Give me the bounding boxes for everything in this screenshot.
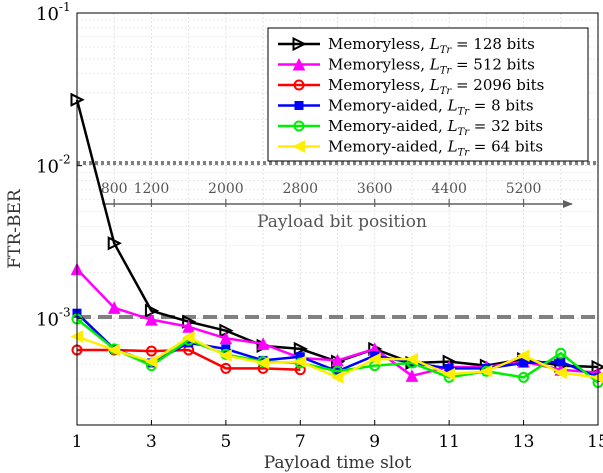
legend-entry: Memory-aided, LTr = 64 bits xyxy=(278,138,543,159)
data-point xyxy=(479,364,493,378)
legend-label: Memory-aided, LTr = 32 bits xyxy=(328,117,543,138)
data-point xyxy=(405,369,419,382)
data-point xyxy=(293,79,305,91)
legend-label: Memoryless, LTr = 2096 bits xyxy=(328,76,544,97)
data-point xyxy=(219,349,232,362)
data-point xyxy=(554,366,567,380)
data-point xyxy=(516,349,530,362)
secondary-tick-label: 1200 xyxy=(134,181,170,197)
series-line xyxy=(70,330,603,384)
data-point xyxy=(182,331,195,344)
x-tick-label: 7 xyxy=(295,432,306,452)
data-point xyxy=(330,371,344,384)
data-point xyxy=(442,367,456,381)
x-tick-label: 15 xyxy=(587,432,603,452)
x-axis-label: Payload time slot xyxy=(264,453,412,473)
data-point xyxy=(292,57,306,71)
data-point xyxy=(519,358,529,368)
data-point xyxy=(293,355,307,368)
secondary-axis-label: Payload bit position xyxy=(257,212,427,232)
secondary-tick-label: 4400 xyxy=(431,181,467,197)
legend-label: Memoryless, LTr = 512 bits xyxy=(328,56,535,77)
x-tick-labels: 13579111315 xyxy=(72,420,603,452)
secondary-tick-label: 5200 xyxy=(506,181,542,197)
x-tick-label: 3 xyxy=(146,432,157,452)
secondary-tick-label: 800 xyxy=(101,181,128,197)
data-point xyxy=(256,356,270,370)
x-tick-label: 9 xyxy=(369,432,380,452)
x-tick-label: 13 xyxy=(513,432,535,452)
data-point xyxy=(292,36,307,52)
y-tick-label: 10-1 xyxy=(36,0,71,25)
data-point xyxy=(256,337,270,350)
plot-frame xyxy=(76,12,599,426)
x-tick-label: 1 xyxy=(72,432,83,452)
legend-label: Memory-aided, LTr = 64 bits xyxy=(328,138,543,159)
reference-lines xyxy=(77,161,598,319)
series-path xyxy=(76,317,599,384)
secondary-tick-label: 2800 xyxy=(282,181,318,197)
data-point xyxy=(294,364,306,376)
legend-entry: Memory-aided, LTr = 8 bits xyxy=(278,97,534,118)
legend-label: Memory-aided, LTr = 8 bits xyxy=(328,97,534,118)
legend-entry: Memoryless, LTr = 128 bits xyxy=(278,35,535,56)
data-point xyxy=(145,313,158,326)
x-tick-label: 11 xyxy=(438,432,460,452)
y-axis-label: FTR-BER xyxy=(5,188,25,269)
data-point xyxy=(145,345,157,357)
legend-box xyxy=(267,27,589,162)
y-tick-label: 10-3 xyxy=(36,305,71,330)
x-tick-label: 5 xyxy=(220,432,231,452)
legend-label: Memoryless, LTr = 128 bits xyxy=(328,35,535,56)
y-tick-label: 10-2 xyxy=(36,153,71,178)
data-point xyxy=(220,362,232,374)
series-group xyxy=(70,92,603,388)
data-point xyxy=(368,352,381,366)
data-point xyxy=(555,347,567,359)
secondary-axis: Payload bit position 800 1200 2000 2800 3600… xyxy=(101,181,573,232)
data-point xyxy=(294,101,304,110)
y-tick-labels: 10-3 10-2 10-1 xyxy=(36,0,82,330)
data-point xyxy=(182,320,195,333)
data-point xyxy=(518,371,530,383)
data-point xyxy=(107,343,121,357)
data-point xyxy=(219,331,233,345)
data-point xyxy=(144,355,158,368)
legend-entry: Memory-aided, LTr = 32 bits xyxy=(278,117,543,138)
legend-entry: Memoryless, LTr = 512 bits xyxy=(278,56,535,77)
data-point xyxy=(292,140,305,153)
legend-entry: Memoryless, LTr = 2096 bits xyxy=(278,76,544,97)
data-point xyxy=(405,352,418,366)
data-point xyxy=(107,236,122,251)
data-point xyxy=(107,301,121,314)
secondary-tick-label: 3600 xyxy=(357,181,393,197)
data-point xyxy=(293,120,305,132)
secondary-tick-label: 2000 xyxy=(208,181,244,197)
data-point xyxy=(556,357,566,367)
